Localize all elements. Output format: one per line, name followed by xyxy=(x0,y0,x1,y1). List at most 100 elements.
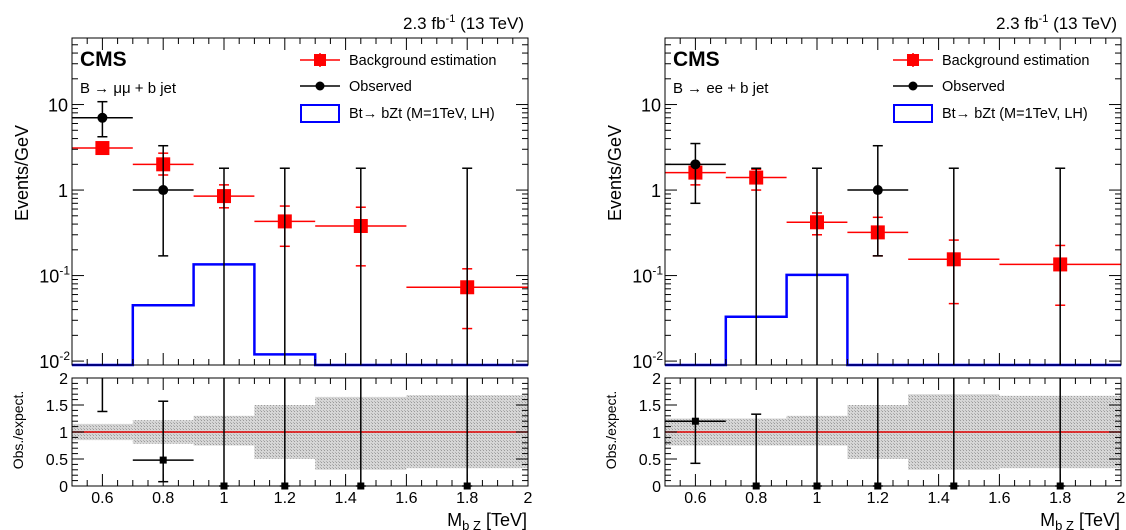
y-axis-title: Events/GeV xyxy=(12,125,32,221)
right-ratio-plot: 2 1.5 1 0.5 0 0.6 0.8 1 1.2 1.4 1.6 1.8 2 xyxy=(639,371,1126,507)
observed-point xyxy=(847,144,909,257)
legend: Background estimation Observed Bt→ bZt (… xyxy=(300,53,497,123)
ratio-y-tick-label: 1.5 xyxy=(46,398,68,415)
background-marker xyxy=(95,141,110,156)
legend-observed-label: Observed xyxy=(349,79,412,95)
observed-point xyxy=(355,167,366,365)
lumi-label: 2.3 fb-1 (13 TeV) xyxy=(996,13,1117,33)
x-tick-label: 1 xyxy=(813,490,822,507)
ratio-marker xyxy=(691,417,699,425)
x-tick-label: 0.6 xyxy=(91,490,113,507)
x-tick-label: 1.2 xyxy=(867,490,889,507)
right-main-frame xyxy=(664,37,1122,366)
y-axis-title: Events/GeV xyxy=(605,125,625,221)
y-tick-label: 10-2 xyxy=(39,349,70,372)
ratio-y-tick-label: 1 xyxy=(59,425,68,442)
observed-point xyxy=(751,167,762,365)
left-ratio-frame xyxy=(71,377,529,487)
x-tick-label: 1.6 xyxy=(988,490,1010,507)
legend-observed-marker xyxy=(908,81,918,91)
ratio-y-tick-label: 2 xyxy=(652,371,661,388)
ratio-y-tick-label: 2 xyxy=(59,371,68,388)
left-main-frame xyxy=(71,37,529,366)
channel-label: B → μμ + b jet xyxy=(80,80,177,97)
legend-background-marker xyxy=(314,54,326,66)
x-tick-label: 0.6 xyxy=(684,490,706,507)
ratio-point xyxy=(665,378,726,465)
x-axis-title: Mb Z [TeV] xyxy=(1040,510,1120,530)
legend-observed-marker xyxy=(315,81,325,91)
left-ratio-axes: 2 1.5 1 0.5 0 0.6 0.8 1 1.2 1.4 1.6 1.8 2 Obs./expec… xyxy=(10,371,533,507)
right-main-axes: 10 1 10-1 10-2 CMS B → ee + b jet Backgroun… xyxy=(605,37,1122,372)
x-tick-label: 2 xyxy=(524,490,533,507)
y-tick-label: 1 xyxy=(651,181,661,201)
x-tick-label: 1 xyxy=(220,490,229,507)
right-ratio-frame xyxy=(664,377,1122,487)
y-tick-label: 10-1 xyxy=(632,264,663,287)
observed-marker xyxy=(158,185,169,196)
ratio-marker xyxy=(159,456,167,464)
legend-signal-box xyxy=(893,104,933,123)
observed-point xyxy=(219,167,229,365)
y-tick-label: 10 xyxy=(48,96,68,116)
channel-label: B → ee + b jet xyxy=(673,80,769,97)
observed-point xyxy=(812,167,822,365)
ratio-point xyxy=(132,400,194,483)
signal-histogram xyxy=(72,263,528,367)
legend-signal-box xyxy=(300,104,340,123)
x-tick-label: 0.8 xyxy=(745,490,767,507)
x-tick-label: 1.4 xyxy=(927,490,949,507)
y-tick-label: 10 xyxy=(641,96,661,116)
x-tick-label: 1.2 xyxy=(274,490,296,507)
observed-point xyxy=(1055,167,1066,365)
x-tick-label: 1.4 xyxy=(334,490,356,507)
legend-signal-label: Bt→ bZt (M=1TeV, LH) xyxy=(349,106,495,122)
ratio-y-tick-label: 0 xyxy=(652,479,661,496)
x-tick-label: 2 xyxy=(1117,490,1126,507)
x-tick-label: 1.8 xyxy=(1049,490,1071,507)
legend-background-label: Background estimation xyxy=(349,53,497,69)
cms-logo: CMS xyxy=(80,48,127,71)
ratio-y-axis-title: Obs./expect. xyxy=(10,391,26,470)
observed-point xyxy=(279,167,290,365)
ratio-y-tick-label: 0.5 xyxy=(639,452,661,469)
observed-marker xyxy=(690,159,701,170)
y-tick-label: 10-1 xyxy=(39,264,70,287)
ratio-y-tick-label: 1.5 xyxy=(639,398,661,415)
observed-marker xyxy=(872,185,883,196)
x-tick-label: 0.8 xyxy=(152,490,174,507)
x-axis-title: Mb Z [TeV] xyxy=(447,510,527,530)
signal-histogram xyxy=(665,273,1121,367)
observed-marker xyxy=(97,112,108,123)
observed-point xyxy=(72,100,133,138)
left-ratio-plot: 2 1.5 1 0.5 0 0.6 0.8 1 1.2 1.4 1.6 1.8 2 xyxy=(46,371,533,507)
ratio-point xyxy=(97,378,108,413)
legend: Background estimation Observed Bt→ bZt (… xyxy=(893,53,1090,123)
legend-signal-label: Bt→ bZt (M=1TeV, LH) xyxy=(942,106,1088,122)
ratio-y-tick-label: 0.5 xyxy=(46,452,68,469)
ratio-y-tick-label: 0 xyxy=(59,479,68,496)
legend-background-label: Background estimation xyxy=(942,53,1090,69)
cms-logo: CMS xyxy=(673,48,720,71)
y-tick-label: 10-2 xyxy=(632,349,663,372)
left-main-plot: 10 1 10-1 10-2 xyxy=(39,37,529,372)
left-main-axes: 10 1 10-1 10-2 CMS B → μμ + b jet Backgroun… xyxy=(12,37,529,372)
observed-point xyxy=(948,167,959,365)
observed-point xyxy=(132,144,194,257)
ratio-y-tick-label: 1 xyxy=(652,425,661,442)
lumi-label: 2.3 fb-1 (13 TeV) xyxy=(403,13,524,33)
background-point xyxy=(72,141,133,156)
x-tick-label: 1.8 xyxy=(456,490,478,507)
right-main-plot: 10 1 10-1 10-2 xyxy=(632,37,1122,372)
ratio-y-axis-title: Obs./expect. xyxy=(603,391,619,470)
right-ratio-axes: 2 1.5 1 0.5 0 0.6 0.8 1 1.2 1.4 1.6 1.8 2 Obs./expec… xyxy=(603,371,1126,507)
legend-observed-label: Observed xyxy=(942,79,1005,95)
x-tick-label: 1.6 xyxy=(395,490,417,507)
observed-point xyxy=(665,142,726,205)
legend-background-marker xyxy=(907,54,919,66)
observed-point xyxy=(462,167,473,365)
y-tick-label: 1 xyxy=(58,181,68,201)
